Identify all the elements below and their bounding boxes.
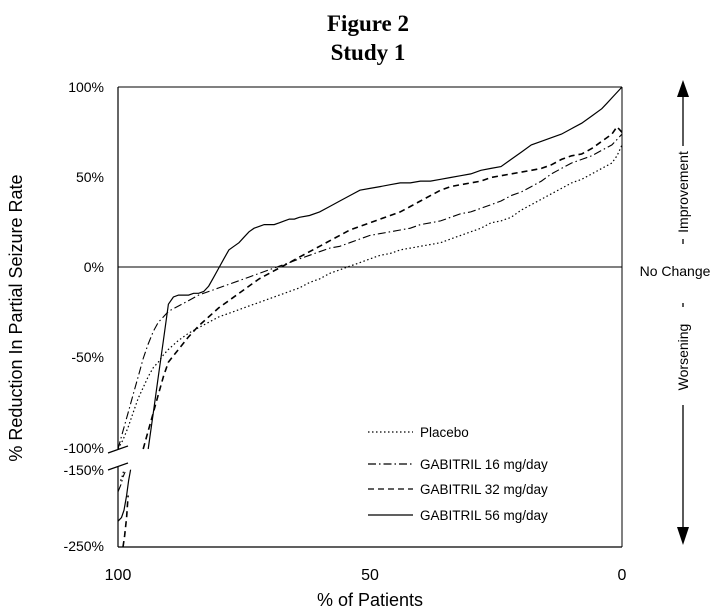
series-line-upper-gabitril-32-mg-day bbox=[142, 125, 623, 450]
legend-label: GABITRIL 32 mg/day bbox=[420, 482, 548, 497]
y-tick-label: -150% bbox=[64, 462, 104, 478]
x-axis-label: % of Patients bbox=[317, 590, 423, 610]
worsening-label: Worsening bbox=[675, 324, 691, 391]
y-tick-label: -250% bbox=[64, 538, 104, 554]
no-change-label: No Change bbox=[640, 263, 711, 279]
chart-title: Figure 2 bbox=[327, 11, 409, 36]
axis-break-mark bbox=[107, 462, 129, 471]
x-tick-label: 100 bbox=[105, 567, 132, 584]
down-arrow-icon bbox=[677, 527, 689, 545]
series-line-lower-gabitril-56-mg-day bbox=[117, 469, 132, 522]
legend: Placebo GABITRIL 16 mg/day GABITRIL 32 m… bbox=[368, 425, 548, 523]
series-line-upper-gabitril-16-mg-day bbox=[117, 133, 623, 450]
y-tick-label: 100% bbox=[68, 79, 104, 95]
y-tick-label: -100% bbox=[64, 440, 104, 456]
x-tick-label: 0 bbox=[618, 567, 627, 584]
x-tick-label: 50 bbox=[361, 567, 379, 584]
legend-label: Placebo bbox=[420, 425, 469, 440]
y-tick-label: 50% bbox=[76, 169, 104, 185]
series-line-lower-gabitril-16-mg-day bbox=[117, 471, 126, 493]
legend-label: GABITRIL 16 mg/day bbox=[420, 457, 548, 472]
up-arrow-icon bbox=[677, 80, 689, 97]
series-line-upper-placebo bbox=[117, 144, 623, 450]
y-tick-label: 0% bbox=[84, 259, 104, 275]
series-layer bbox=[117, 86, 623, 548]
series-line-upper-gabitril-56-mg-day bbox=[147, 86, 623, 450]
chart-subtitle: Study 1 bbox=[331, 40, 406, 65]
axis-break-mark bbox=[107, 445, 129, 454]
y-axis-label: % Reduction In Partial Seizure Rate bbox=[6, 174, 26, 461]
legend-label: GABITRIL 56 mg/day bbox=[420, 508, 548, 523]
series-line-lower-gabitril-32-mg-day bbox=[122, 495, 129, 548]
y-tick-label: -50% bbox=[71, 349, 104, 365]
improvement-label: Improvement bbox=[675, 151, 691, 233]
